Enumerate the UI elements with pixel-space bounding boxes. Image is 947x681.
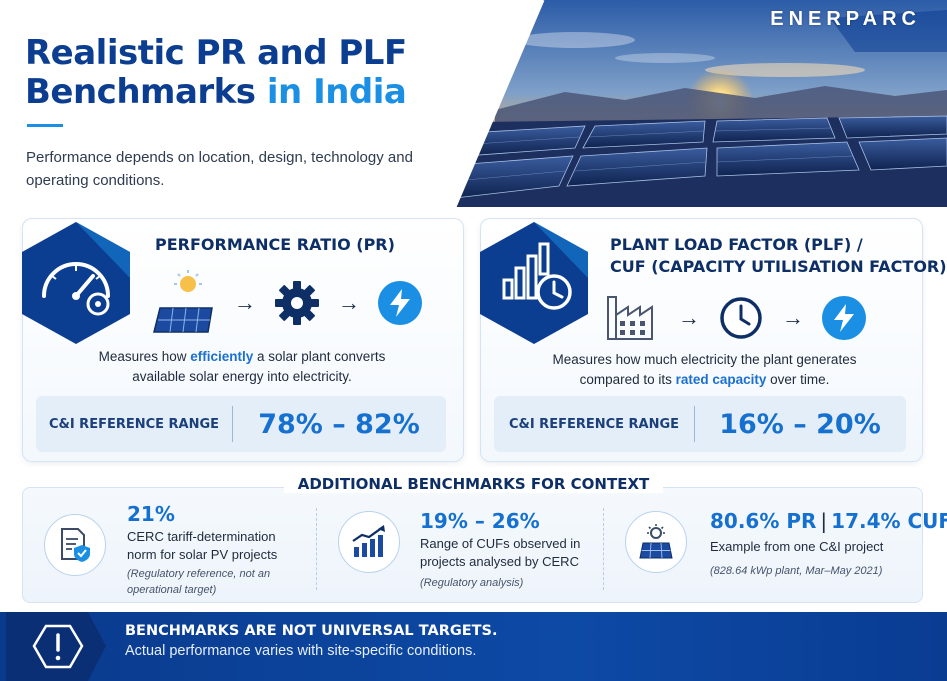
benchmark-3-sep: | [820,509,828,533]
clock-icon [720,297,762,339]
divider [232,406,233,442]
plf-title: PLANT LOAD FACTOR (PLF) / CUF (CAPACITY … [610,234,947,278]
plf-ref-value: 16% – 20% [719,408,881,440]
title-line-2: Benchmarks in India [25,73,407,112]
divider [694,406,695,442]
hero-image: ENERPARC [455,0,947,207]
factory-icon [607,296,653,340]
pr-ref-value: 78% – 82% [258,408,420,440]
additional-heading-text: ADDITIONAL BENCHMARKS FOR CONTEXT [283,475,664,493]
plf-title-line-2: CUF (CAPACITY UTILISATION FACTOR) [610,257,947,276]
benchmark-3-text: Example from one C&I project [710,539,884,554]
benchmark-3-value: 80.6% PR | 17.4% CUF [710,509,947,533]
lightning-icon [378,281,422,325]
flow-arrow: → [678,305,700,330]
title-line-2-a: Benchmarks [25,72,267,112]
plf-reference-box: C&I REFERENCE RANGE 16% – 20% [494,396,906,452]
brand-logo: ENERPARC [770,8,921,30]
flow-arrow: → [234,290,256,315]
additional-benchmarks-panel [22,487,923,603]
pr-desc-b: a solar plant converts available solar e… [132,349,386,384]
pr-description: Measures how efficiently a solar plant c… [72,347,412,387]
additional-heading: ADDITIONAL BENCHMARKS FOR CONTEXT [0,475,947,493]
exclamation-icon [6,612,106,681]
plf-flow: → → [604,293,866,343]
plf-desc-a: Measures how much electricity the plant … [552,352,857,387]
pr-reference-box: C&I REFERENCE RANGE 78% – 82% [36,396,446,452]
benchmark-1-note: (Regulatory reference, not an operationa… [127,568,271,596]
footer-text: Actual performance varies with site-spec… [125,643,477,659]
gauge-gear-icon [22,222,130,344]
benchmark-1-text: CERC tariff-determination norm for solar… [127,529,278,562]
plf-ref-label: C&I REFERENCE RANGE [508,416,680,432]
sun-panel-icon [625,511,687,573]
benchmark-2-value: 19% – 26% [420,509,540,533]
benchmark-3-cuf: 17.4% CUF [831,509,947,533]
divider [603,508,604,590]
title-line-1: Realistic PR and PLF [25,33,407,73]
flow-arrow: → [782,305,804,330]
growth-chart-icon [338,511,400,573]
footer-banner [0,612,947,681]
pr-ref-label: C&I REFERENCE RANGE [48,416,220,432]
divider [316,508,317,590]
solar-field-illustration [455,0,947,207]
sun-solar-panel-icon [153,270,213,333]
benchmark-2-text: Range of CUFs observed in projects analy… [420,536,581,569]
lightning-icon [822,296,866,340]
gear-icon [275,281,319,325]
plf-title-line-1: PLANT LOAD FACTOR (PLF) / [610,235,863,254]
plf-desc-b: over time. [766,372,830,387]
benchmark-3-pr: 80.6% PR [710,509,817,533]
footer-heading: BENCHMARKS ARE NOT UNIVERSAL TARGETS. [125,623,498,639]
pr-desc-a: Measures how [98,349,191,364]
pr-desc-em: efficiently [190,349,254,364]
pr-title: PERFORMANCE RATIO (PR) [155,235,395,254]
pr-flow: → → [150,270,422,336]
bar-chart-clock-icon [480,222,588,344]
title-line-2-highlight: in India [266,72,407,112]
flow-arrow: → [338,290,360,315]
benchmark-2-note: (Regulatory analysis) [420,577,524,589]
benchmark-3-note: (828.64 kWp plant, Mar–May 2021) [710,565,883,577]
page-title: Realistic PR and PLF Benchmarks in India [25,34,407,112]
plf-desc-em: rated capacity [675,372,767,387]
subtitle: Performance depends on location, design,… [26,149,413,189]
title-underline [27,124,63,127]
plf-description: Measures how much electricity the plant … [532,350,877,390]
document-shield-icon [44,514,106,576]
benchmark-1-value: 21% [127,502,175,526]
